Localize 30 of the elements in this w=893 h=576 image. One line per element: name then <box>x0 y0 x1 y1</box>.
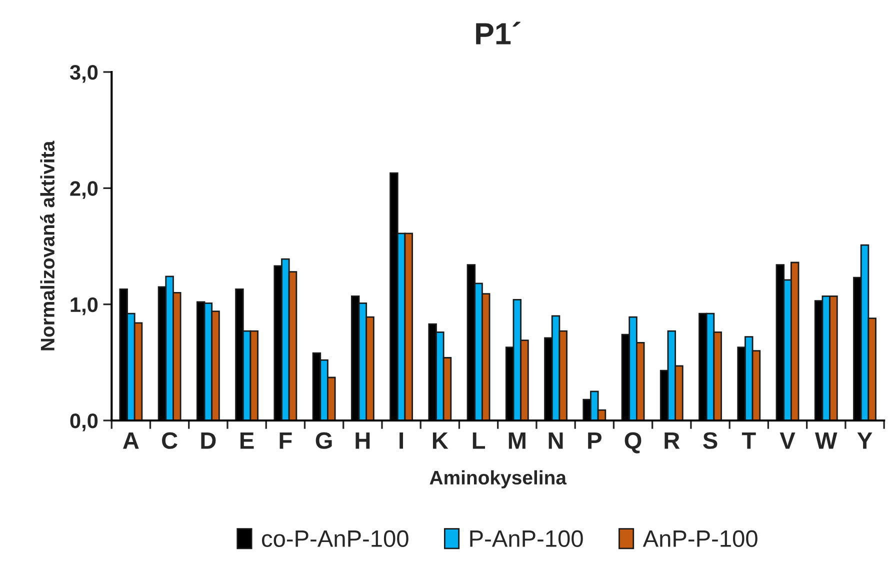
x-tick-label: K <box>432 432 448 449</box>
legend-label: AnP-P-100 <box>642 530 758 548</box>
x-tick-label: E <box>240 432 254 449</box>
x-tick-label: C <box>162 432 178 449</box>
x-tick-label: Y <box>857 432 872 449</box>
x-tick-label: D <box>201 432 216 449</box>
x-tick-label: I <box>400 432 403 449</box>
x-tick-label: N <box>548 432 563 449</box>
y-axis-title: Normalizovaná aktivita <box>40 140 55 350</box>
x-tick-label: A <box>122 432 139 449</box>
chart-title: P1´ <box>476 22 520 44</box>
x-tick-label: H <box>356 432 370 449</box>
x-tick-label: Q <box>624 432 642 454</box>
y-tick-label: 2,0 <box>70 181 98 199</box>
x-tick-label: R <box>664 432 680 449</box>
x-tick-label: S <box>703 432 718 449</box>
x-tick-label: T <box>742 432 756 449</box>
x-tick-label: W <box>815 432 838 449</box>
legend-label: P-AnP-100 <box>470 530 583 548</box>
x-axis-title: Aminokyselina <box>430 470 567 488</box>
x-tick-label: F <box>280 432 292 449</box>
y-tick-label: 3,0 <box>70 65 98 83</box>
y-tick-label: 1,0 <box>70 297 98 316</box>
x-tick-label: G <box>316 432 332 449</box>
x-tick-label: V <box>780 432 796 449</box>
legend-label: co-P-AnP-100 <box>262 530 408 548</box>
y-tick-label: 0,0 <box>70 413 98 432</box>
x-tick-label: M <box>508 432 526 449</box>
x-tick-label: P <box>588 432 602 449</box>
x-tick-label: L <box>472 432 486 449</box>
